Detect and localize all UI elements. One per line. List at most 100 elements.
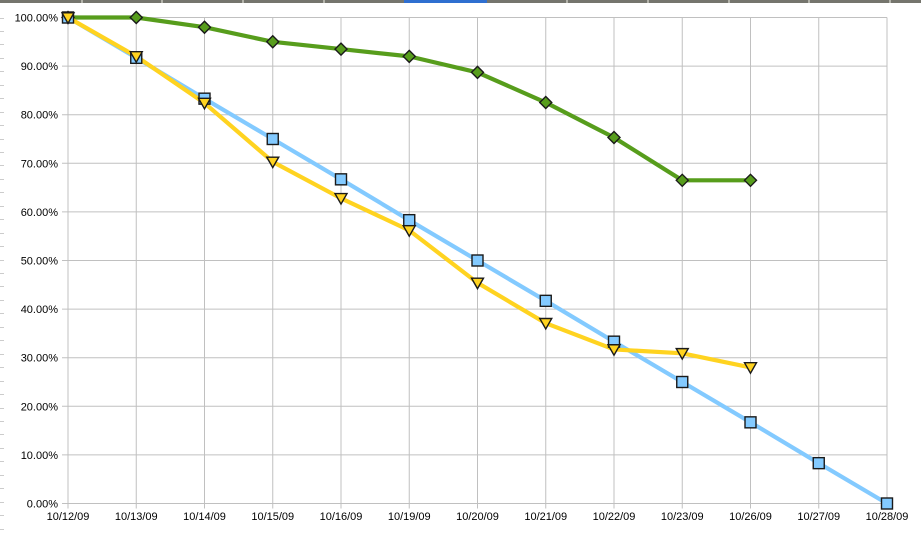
green-diamond-series-marker [402,49,417,64]
row-gridline-stub [0,112,4,113]
y-axis-label: 40.00% [21,304,59,316]
y-axis-label: 20.00% [21,401,59,413]
column-boundary-tick [322,0,325,3]
yellow-triangle-series-actual-marker [333,192,349,206]
column-boundary-tick [727,0,730,3]
y-axis-label: 30.00% [21,353,59,365]
column-boundary-tick [161,0,164,3]
spreadsheet-row-gridline-stubs [0,0,5,538]
row-gridline-stub [0,273,4,274]
yellow-triangle-series-actual-marker [675,347,690,361]
x-axis-label: 10/12/09 [47,511,90,523]
column-boundary-tick [565,0,568,3]
y-axis-label: 100.00% [15,13,59,25]
light-blue-square-series-ideal-marker [880,497,894,510]
light-blue-square-series-ideal-marker [471,254,484,267]
green-diamond-series-marker [197,20,212,35]
y-axis-label: 90.00% [21,61,59,73]
green-diamond-series-marker [265,34,280,49]
row-gridline-stub [0,31,4,32]
row-gridline-stub [0,488,4,489]
row-gridline-stub [0,327,4,328]
yellow-triangle-series-actual-marker [470,277,485,291]
y-axis-label: 0.00% [27,499,58,511]
row-gridline-stub [0,408,4,409]
row-gridline-stub [0,394,4,395]
row-gridline-stub [0,515,4,516]
row-gridline-stub [0,286,4,287]
y-axis-label: 60.00% [21,207,59,219]
green-diamond-series-marker [675,173,690,188]
row-gridline-stub [0,340,4,341]
row-gridline-stub [0,152,4,153]
yellow-triangle-series-actual-marker [60,12,76,25]
row-gridline-stub [0,300,4,301]
yellow-triangle-series-actual-marker [538,317,553,331]
yellow-triangle-series-actual-marker [606,344,622,357]
row-gridline-stub [0,206,4,207]
x-axis-label: 10/26/09 [729,511,772,523]
row-gridline-stub [0,434,4,435]
green-diamond-series-marker [470,65,485,80]
row-gridline-stub [0,502,4,503]
x-axis-label: 10/16/09 [320,511,363,523]
green-diamond-series-marker [607,130,621,145]
yellow-triangle-series-actual-marker [743,362,758,375]
x-axis-label: 10/20/09 [456,511,499,523]
x-axis-label: 10/23/09 [661,511,704,523]
green-diamond-series-marker [538,95,553,110]
x-axis-label: 10/22/09 [593,511,636,523]
row-gridline-stub [0,448,4,449]
row-gridline-stub [0,192,4,193]
spreadsheet-columns-edge [0,0,921,3]
column-boundary-tick [80,0,83,3]
column-boundary-tick [646,0,649,3]
selected-column-edge [404,0,487,3]
light-blue-square-series-ideal-marker [812,456,825,470]
yellow-triangle-series-actual-marker [265,156,280,170]
row-gridline-stub [0,421,4,422]
y-axis-label: 50.00% [21,256,59,268]
row-gridline-stub [0,125,4,126]
yellow-triangle-series-actual-marker [197,97,212,111]
yellow-triangle-series-actual-marker [129,50,144,64]
column-boundary-tick [808,0,811,3]
y-axis-label: 80.00% [21,110,59,122]
x-axis-label: 10/21/09 [524,511,567,523]
light-blue-square-series-ideal-marker [403,213,416,227]
light-blue-square-series-ideal-marker [266,132,279,146]
light-blue-square-series-ideal-marker [539,294,552,308]
row-gridline-stub [0,44,4,45]
row-gridline-stub [0,475,4,476]
row-gridline-stub [0,139,4,140]
row-gridline-stub [0,71,4,72]
row-gridline-stub [0,233,4,234]
x-axis-label: 10/28/09 [866,511,909,523]
y-axis-label: 10.00% [21,450,59,462]
row-gridline-stub [0,58,4,59]
light-blue-square-series-ideal-marker [744,416,757,429]
row-gridline-stub [0,246,4,247]
row-gridline-stub [0,529,4,530]
row-gridline-stub [0,354,4,355]
y-axis-label: 70.00% [21,158,59,170]
row-gridline-stub [0,18,4,19]
row-gridline-stub [0,313,4,314]
x-axis-label: 10/14/09 [183,511,226,523]
row-gridline-stub [0,98,4,99]
column-boundary-tick [889,0,892,3]
yellow-triangle-series-actual-marker [402,224,417,238]
row-gridline-stub [0,260,4,261]
row-gridline-stub [0,219,4,220]
row-gridline-stub [0,165,4,166]
green-diamond-series-marker [743,173,758,188]
light-blue-square-series-ideal-marker [676,375,689,389]
green-diamond-series-marker [334,42,348,57]
row-gridline-stub [0,381,4,382]
x-axis-label: 10/19/09 [388,511,431,523]
x-axis-label: 10/13/09 [115,511,158,523]
column-boundary-tick [242,0,245,3]
row-gridline-stub [0,461,4,462]
